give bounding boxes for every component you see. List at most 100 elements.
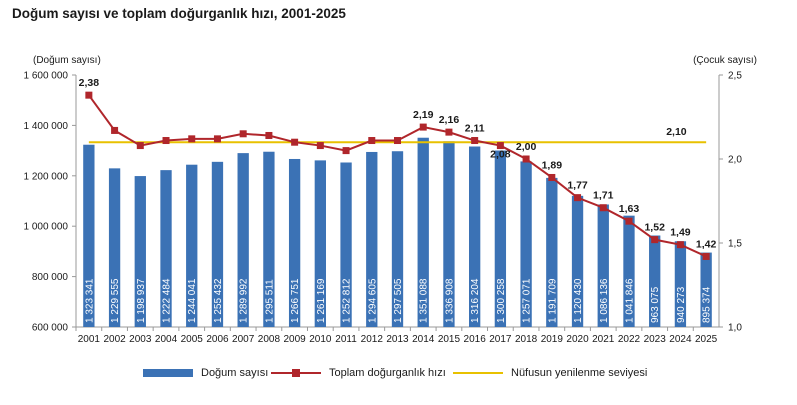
x-tick-label: 2004 [155, 334, 178, 345]
x-tick-label: 2025 [695, 334, 718, 345]
fertility-rate-marker [574, 194, 582, 202]
bar-value-label: 940 273 [676, 286, 687, 323]
bar-value-label: 1 198 937 [136, 278, 147, 323]
bar-births [366, 151, 378, 327]
bar-value-label: 963 075 [650, 286, 661, 323]
bar-births [623, 215, 635, 327]
fertility-rate-marker [651, 236, 659, 244]
x-tick-label: 2018 [515, 334, 538, 345]
bar-value-label: 1 255 432 [213, 278, 224, 323]
bar-births [263, 151, 275, 327]
x-tick-label: 2010 [309, 334, 332, 345]
fertility-rate-label: 1,52 [644, 222, 665, 234]
fertility-rate-label: 2,16 [439, 114, 460, 126]
bar-value-label: 1 191 709 [547, 278, 558, 323]
x-tick-label: 2013 [386, 334, 409, 345]
legend: Doğum sayısı Toplam doğurganlık hızı Nüf… [0, 367, 797, 387]
fertility-rate-label: 2,11 [465, 123, 485, 135]
bar-births [494, 150, 507, 327]
bar-births [340, 162, 352, 327]
fertility-rate-label: 2,19 [413, 109, 434, 121]
fertility-rate-label: 1,49 [670, 227, 691, 239]
x-tick-label: 2016 [464, 334, 487, 345]
bar-value-label: 1 257 071 [522, 278, 533, 323]
right-tick-label: 2,0 [728, 155, 742, 166]
bar-value-label: 1 297 505 [393, 278, 404, 323]
left-tick-label: 800 000 [32, 272, 69, 283]
fertility-rate-marker [265, 131, 273, 139]
bar-births [186, 164, 198, 327]
bar-value-label: 1 316 204 [470, 278, 481, 323]
bar-value-label: 1 289 992 [239, 278, 250, 323]
fertility-rate-marker [548, 173, 556, 181]
right-tick-label: 1,5 [728, 239, 742, 250]
fertility-rate-marker [368, 137, 376, 145]
x-tick-label: 2014 [412, 334, 435, 345]
bar-births [700, 252, 712, 327]
x-tick-label: 2006 [206, 334, 229, 345]
left-axis-unit: (Doğum sayısı) [33, 55, 101, 66]
bar-value-label: 1 295 511 [264, 279, 275, 323]
fertility-rate-label: 1,89 [542, 159, 563, 171]
x-tick-label: 2005 [181, 334, 204, 345]
bar-value-label: 1 261 169 [316, 278, 327, 323]
x-tick-label: 2015 [438, 334, 461, 345]
fertility-rate-label: 1,42 [696, 238, 717, 250]
fertility-rate-marker [394, 137, 401, 145]
x-tick-label: 2022 [618, 334, 641, 345]
bar-value-label: 1 336 908 [444, 278, 455, 323]
right-tick-label: 1,0 [728, 323, 742, 334]
bar-births [211, 161, 224, 327]
bar-births [391, 151, 404, 327]
fertility-rate-marker [445, 128, 453, 136]
bar-births [314, 160, 326, 327]
bar-value-label: 1 120 430 [573, 278, 584, 323]
fertility-rate-marker [625, 217, 633, 225]
fertility-rate-marker [111, 126, 119, 134]
fertility-rate-marker [471, 137, 479, 145]
fertility-rate-marker [291, 138, 299, 146]
left-tick-label: 1 200 000 [24, 171, 69, 182]
x-tick-label: 2011 [335, 334, 357, 345]
x-tick-label: 2002 [103, 334, 126, 345]
x-tick-label: 2020 [566, 334, 589, 345]
bar-value-label: 1 294 605 [367, 278, 378, 323]
left-tick-label: 1 600 000 [24, 71, 69, 82]
bar-births [520, 161, 532, 327]
x-tick-label: 2009 [283, 334, 306, 345]
bar-births [237, 153, 249, 327]
replacement-level-label: 2,10 [666, 126, 687, 138]
fertility-rate-marker [213, 135, 221, 143]
bar-value-label: 1 351 088 [419, 278, 430, 323]
x-tick-label: 2012 [361, 334, 384, 345]
legend-label-births: Doğum sayısı [201, 367, 269, 379]
bar-value-label: 1 266 751 [290, 278, 301, 323]
x-tick-label: 2003 [129, 334, 152, 345]
bar-births [597, 204, 609, 327]
legend-item-births: Doğum sayısı [143, 367, 268, 379]
fertility-rate-marker [162, 137, 170, 145]
fertility-rate-marker [419, 123, 427, 131]
bar-births [674, 241, 687, 327]
bar-value-label: 1 252 812 [342, 278, 353, 323]
fertility-rate-label: 1,63 [619, 203, 640, 215]
fertility-rate-marker [85, 91, 93, 99]
bar-value-label: 1 300 258 [496, 278, 507, 323]
bar-value-label: 1 229 555 [110, 278, 121, 323]
bar-births [546, 177, 558, 327]
x-tick-label: 2019 [541, 334, 564, 345]
fertility-rate-marker [239, 130, 247, 138]
x-tick-label: 2008 [258, 334, 281, 345]
right-axis-unit: (Çocuk sayısı) [693, 55, 757, 66]
fertility-rate-marker [702, 252, 710, 260]
bar-births [571, 195, 584, 327]
fertility-rate-marker [136, 142, 144, 150]
x-tick-label: 2024 [669, 334, 692, 345]
legend-swatch-line [271, 368, 321, 378]
bar-births [469, 146, 481, 327]
x-tick-label: 2021 [592, 334, 615, 345]
fertility-rate-marker [522, 155, 530, 163]
fertility-rate-label: 2,00 [516, 141, 537, 153]
chart-title: Doğum sayısı ve toplam doğurganlık hızı,… [12, 6, 346, 21]
bar-value-label: 895 374 [702, 286, 713, 323]
